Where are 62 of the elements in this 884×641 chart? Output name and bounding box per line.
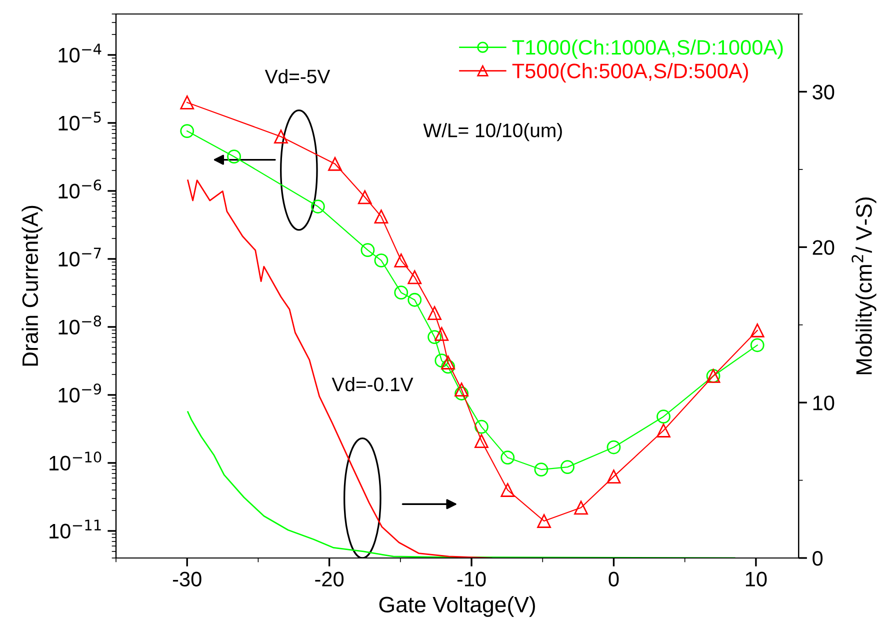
x-axis-title: Gate Voltage(V) [379,596,535,617]
point [474,420,488,434]
y-tick-label: 10$^{−4}$ [58,44,102,63]
point [434,354,449,368]
point [374,210,388,224]
line-series [187,180,492,558]
point [441,360,455,374]
annotation: Vd=-5V [264,69,330,84]
point [227,150,241,164]
point [180,96,194,110]
y2-tick-label: 10 [813,396,834,410]
legend-label: T1000(Ch:1000A,S/D:1000A) [512,39,783,59]
point [374,254,388,268]
y-tick-label: 10$^{−7}$ [58,248,101,267]
point [394,286,408,300]
y2-tick-label: 30 [812,84,834,100]
point [358,190,372,204]
x-tick-label: -10 [457,572,486,586]
point [534,462,548,476]
point [328,156,342,171]
point [500,450,515,464]
point [180,124,194,138]
point [656,410,670,424]
x-tick-label: -20 [315,572,344,586]
y2-tick-label: 20 [812,240,834,255]
legend-label: T500(Ch:500A,S/D:500A) [512,63,748,82]
y2-axis-title: Mobility(cm$^{2}$/ V-S) [852,198,876,374]
point [500,483,515,497]
point [606,440,621,454]
point [454,382,469,396]
point [750,323,764,338]
point [274,130,288,144]
point [394,254,408,268]
annotation: W/L= 10/10(um) [423,122,562,142]
point [408,292,422,307]
annotation: Vd=-0.1V [332,377,414,392]
point [434,326,449,341]
y-axis-title: Drain Current(A) [22,206,42,366]
y-tick-label: 10$^{−10}$ [50,452,102,471]
y-tick-label: 10$^{−11}$ [50,520,101,539]
point [441,356,455,370]
point [428,330,442,344]
y-tick-label: 10$^{−5}$ [58,112,101,131]
point [750,338,764,352]
y-tick-label: 10$^{−6}$ [58,180,102,199]
y-tick-label: 10$^{−8}$ [58,316,102,335]
x-tick-label: 10 [746,572,767,586]
point [656,424,670,438]
point [537,514,551,528]
y-tick-label: 10$^{−9}$ [58,384,102,403]
point [560,460,574,474]
point [428,306,442,320]
x-tick-label: 0 [608,572,619,586]
y2-tick-label: 0 [812,551,823,566]
point [474,434,488,448]
point [574,500,588,515]
point [310,200,325,214]
point [606,470,621,484]
point [360,243,375,258]
point [454,386,469,400]
x-tick-label: -30 [172,572,202,586]
point [408,270,422,284]
